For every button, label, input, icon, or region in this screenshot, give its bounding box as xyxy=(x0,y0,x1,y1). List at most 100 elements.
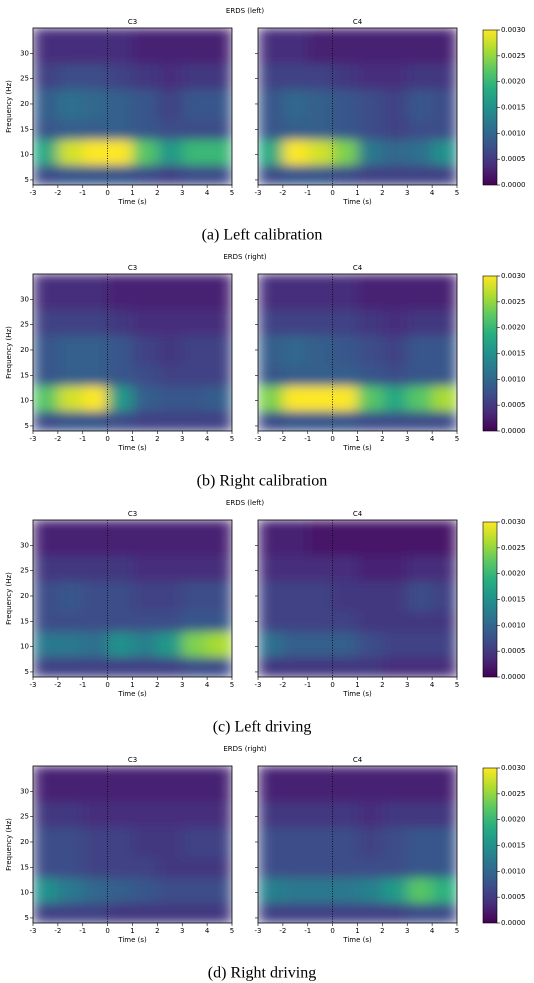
heat-cell xyxy=(33,334,59,366)
heat-cell xyxy=(132,334,158,366)
heat-cell xyxy=(307,88,334,120)
heat-cell xyxy=(82,902,109,923)
heat-cell xyxy=(282,631,309,658)
heat-cell xyxy=(182,902,208,923)
heat-cell xyxy=(357,857,383,878)
heat-cell xyxy=(57,580,84,612)
heat-cell xyxy=(82,119,109,140)
heat-cell xyxy=(407,139,433,166)
heat-cell xyxy=(132,902,158,923)
heat-cell xyxy=(132,801,158,828)
heat-cell xyxy=(382,877,408,904)
heat-cell xyxy=(357,580,383,612)
heat-cell xyxy=(182,410,208,431)
heat-cell xyxy=(33,164,59,185)
colorbar-tick-label: 0.0000 xyxy=(501,919,526,927)
heat-cell xyxy=(258,580,284,612)
heatmap-cells xyxy=(258,766,457,923)
heat-cell xyxy=(132,580,158,612)
heat-cell xyxy=(132,656,158,677)
heat-cell xyxy=(157,334,183,366)
heat-cell xyxy=(432,656,457,677)
heat-cell xyxy=(258,385,284,412)
heat-cell xyxy=(357,88,383,120)
heat-cell xyxy=(82,877,109,904)
heat-cell xyxy=(407,631,433,658)
heat-cell xyxy=(282,309,309,336)
heat-cell xyxy=(82,365,109,386)
heat-cell xyxy=(57,88,84,120)
heat-cell xyxy=(157,766,183,802)
y-tick-label: 10 xyxy=(20,151,29,159)
heat-cell xyxy=(182,365,208,386)
heat-cell xyxy=(107,766,133,802)
y-tick-label: 25 xyxy=(20,567,29,575)
heat-cell xyxy=(157,902,183,923)
heat-cell xyxy=(307,309,334,336)
y-tick-label: 5 xyxy=(25,176,29,184)
x-tick-label: 1 xyxy=(130,681,134,689)
heat-cell xyxy=(307,385,334,412)
heat-cell xyxy=(432,88,457,120)
heat-cell xyxy=(33,826,59,858)
x-tick-label: -2 xyxy=(54,927,61,935)
heat-cell xyxy=(57,631,84,658)
x-tick-label: -1 xyxy=(304,435,311,443)
y-tick-label: 5 xyxy=(25,914,29,922)
heat-cell xyxy=(157,631,183,658)
heat-cell xyxy=(207,631,232,658)
heat-cell xyxy=(207,164,232,185)
heat-cell xyxy=(357,826,383,858)
heat-cell xyxy=(33,801,59,828)
heat-cell xyxy=(132,555,158,582)
heat-cell xyxy=(57,410,84,431)
heat-cell xyxy=(382,410,408,431)
x-tick-label: 5 xyxy=(455,435,459,443)
heat-cell xyxy=(258,139,284,166)
heat-cell xyxy=(407,857,433,878)
x-tick-label: 3 xyxy=(405,189,409,197)
heat-cell xyxy=(132,611,158,632)
heat-cell xyxy=(82,611,109,632)
heat-cell xyxy=(107,274,133,310)
heatmap-cells xyxy=(33,766,232,923)
heat-cell xyxy=(432,139,457,166)
heat-cell xyxy=(33,902,59,923)
heat-cell xyxy=(107,611,133,632)
x-axis-label: Time (s) xyxy=(342,444,372,452)
x-tick-label: 5 xyxy=(455,927,459,935)
x-tick-label: -3 xyxy=(255,435,262,443)
heat-cell xyxy=(157,164,183,185)
x-tick-label: 5 xyxy=(455,681,459,689)
heat-cell xyxy=(82,385,109,412)
heat-cell xyxy=(382,611,408,632)
x-tick-label: 0 xyxy=(330,189,334,197)
heat-cell xyxy=(107,309,133,336)
heat-cell xyxy=(107,555,133,582)
heat-cell xyxy=(207,520,232,556)
heat-cell xyxy=(332,365,358,386)
figure-title: ERDS (right) xyxy=(223,253,267,261)
x-tick-label: 0 xyxy=(330,927,334,935)
figure-title: ERDS (left) xyxy=(226,7,264,15)
colorbar-tick-label: 0.0030 xyxy=(501,764,526,772)
heat-cell xyxy=(282,826,309,858)
y-tick-label: 5 xyxy=(25,668,29,676)
heat-cell xyxy=(332,119,358,140)
colorbar-tick-label: 0.0015 xyxy=(501,350,526,358)
x-tick-label: 1 xyxy=(130,927,134,935)
heat-cell xyxy=(282,902,309,923)
y-tick-label: 20 xyxy=(20,346,29,354)
heat-cell xyxy=(432,520,457,556)
heat-cell xyxy=(207,902,232,923)
heat-cell xyxy=(357,631,383,658)
heat-cell xyxy=(258,766,284,802)
heat-cell xyxy=(307,555,334,582)
heat-cell xyxy=(207,139,232,166)
heat-cell xyxy=(407,334,433,366)
heat-cell xyxy=(33,580,59,612)
heat-cell xyxy=(82,309,109,336)
x-tick-label: -2 xyxy=(279,681,286,689)
heat-cell xyxy=(157,801,183,828)
heat-cell xyxy=(332,139,358,166)
